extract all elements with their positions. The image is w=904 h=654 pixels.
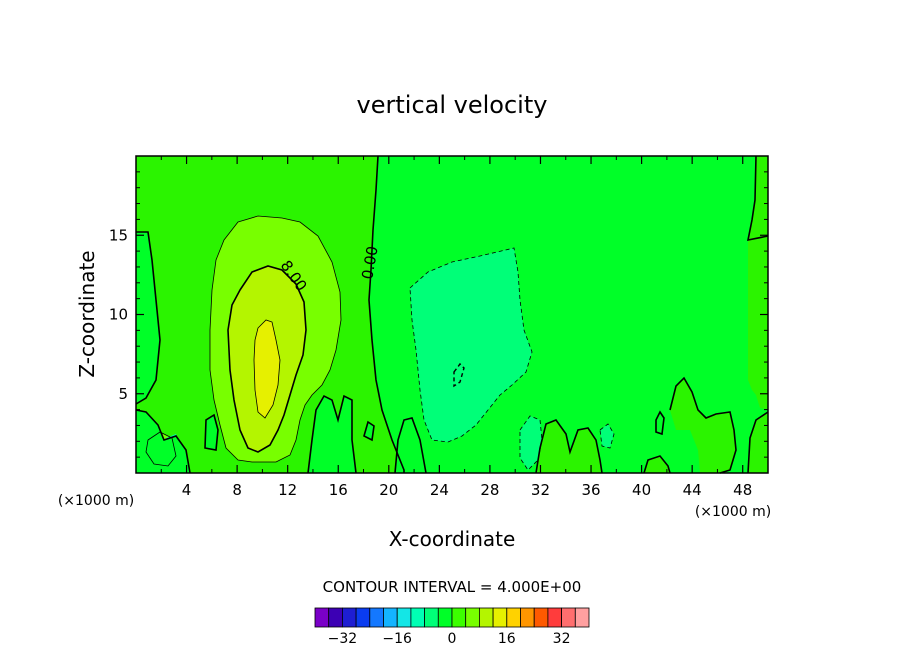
x-tick-label: 32 <box>531 481 550 499</box>
colorbar-tick-label: −32 <box>328 631 358 647</box>
region-negative-mid <box>308 396 356 473</box>
colorbar-swatch <box>478 607 494 628</box>
region-positive-right-2 <box>644 456 670 473</box>
contour-zero-mid <box>307 394 357 474</box>
colorbar-swatch <box>383 607 398 628</box>
contour-zero-left-blob <box>204 413 219 451</box>
colorbar-swatch <box>547 607 563 628</box>
colorbar-swatch <box>424 607 439 628</box>
colorbar-swatch <box>506 607 521 628</box>
y-tick-label: 5 <box>118 385 128 403</box>
region-positive-topright <box>748 156 768 240</box>
colorbar-tick-label: 32 <box>553 631 571 647</box>
colorbar-swatch <box>396 607 412 628</box>
x-tick-label: 16 <box>329 481 348 499</box>
y-axis: 5 10 15 <box>109 171 768 458</box>
region-negative-topleft <box>136 156 160 404</box>
colorbar-swatch <box>465 607 480 628</box>
colorbar-swatch <box>328 607 343 628</box>
y-tick-label: 10 <box>109 306 128 324</box>
colorbar-swatch <box>437 607 453 628</box>
contour-thin-left-blob <box>145 431 177 467</box>
plot-area: 8.00 0.00 <box>135 155 769 474</box>
x-tick-label: 8 <box>232 481 242 499</box>
x-units-left: (×1000 m) <box>58 493 134 509</box>
x-tick-label: 20 <box>379 481 398 499</box>
contour-zero-right-1 <box>535 419 603 474</box>
x-units-right: (×1000 m) <box>695 504 771 520</box>
contour-zero-right-4 <box>747 411 769 474</box>
region-downdraft-small-1 <box>520 416 542 470</box>
contour-negative-four <box>409 247 533 443</box>
colorbar-swatch <box>520 607 535 628</box>
colorbar-swatch <box>533 607 549 628</box>
colorbar-swatch <box>410 607 425 628</box>
region-positive-right-3 <box>670 378 736 473</box>
x-tick-label: 12 <box>278 481 297 499</box>
colorbar-swatch <box>451 607 467 628</box>
colorbar-tick-label: −16 <box>382 631 412 647</box>
contour-zero-right-2 <box>643 455 671 474</box>
contour-four <box>209 215 342 463</box>
contour-dashed-small-2 <box>599 423 615 449</box>
contour-zero-topright <box>746 155 769 242</box>
region-downdraft-small-2 <box>600 424 614 448</box>
region-negative-mid-2 <box>364 422 374 440</box>
contour-zero-right-3 <box>669 376 737 474</box>
contour-interval-text: CONTOUR INTERVAL = 4.000E+00 <box>323 578 582 596</box>
contour-zero-central <box>368 155 405 473</box>
contour-label-zero: 0.00 <box>358 245 382 281</box>
colorbar-swatch <box>492 607 508 628</box>
region-negative-left-2 <box>205 415 218 450</box>
colorbar-swatch <box>341 607 357 628</box>
contour-zero-bottom-strip <box>394 417 427 474</box>
contour-lines <box>135 155 769 474</box>
chart-title: vertical velocity <box>357 91 548 119</box>
x-tick-label: 28 <box>480 481 499 499</box>
x-tick-label: 48 <box>733 481 752 499</box>
x-tick-label: 40 <box>632 481 651 499</box>
colorbar-tick-label: 0 <box>448 631 457 647</box>
colorbar-swatch <box>355 607 371 628</box>
x-tick-label: 44 <box>683 481 702 499</box>
contour-zero-left-bottom <box>135 409 191 474</box>
region-negative-bottom <box>395 418 426 473</box>
colorbar-ticks: −32 −16 0 16 32 <box>328 631 571 647</box>
contour-twelve <box>253 319 281 419</box>
colorbar-tick-label: 16 <box>498 631 516 647</box>
contour-negative-eight <box>453 362 465 388</box>
y-tick-label: 15 <box>109 226 128 244</box>
x-axis-label: X-coordinate <box>389 527 516 551</box>
colorbar <box>314 607 590 628</box>
region-updraft-12 <box>254 320 280 418</box>
contour-zero-left <box>135 231 161 405</box>
contour-dashed-small-1 <box>519 415 543 471</box>
y-axis-label: Z-coordinate <box>75 250 99 377</box>
region-positive-right-1 <box>536 420 602 473</box>
contour-zero-small-1 <box>655 410 665 436</box>
x-tick-label: 36 <box>581 481 600 499</box>
contour-eight <box>227 265 307 453</box>
colorbar-swatch <box>574 607 590 628</box>
x-tick-label: 4 <box>182 481 192 499</box>
colorbar-swatch <box>314 607 330 628</box>
colorbar-swatch <box>369 607 384 628</box>
colorbar-swatch <box>561 607 576 628</box>
x-axis: 4 8 12 16 20 24 28 32 36 40 44 48 <box>160 156 752 499</box>
contour-zero-mid-blob <box>363 420 375 442</box>
x-tick-label: 24 <box>430 481 449 499</box>
region-positive-right-4 <box>748 412 768 473</box>
